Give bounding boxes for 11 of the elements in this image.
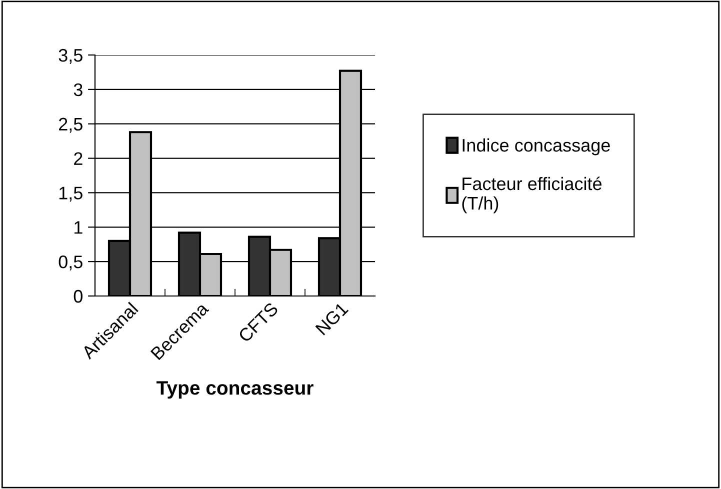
- y-tick-label: 0,5: [58, 256, 82, 270]
- y-tick-label: 2,5: [59, 118, 82, 133]
- y-tick-label: 2: [74, 152, 82, 165]
- y-tick-label: 3: [74, 83, 82, 96]
- y-tick-label: 0: [74, 290, 82, 303]
- x-axis-title: Type concasseur: [156, 381, 314, 399]
- legend-label: Facteur efficiacité (T/h): [462, 176, 602, 214]
- y-tick-label: 1,5: [59, 186, 82, 202]
- legend-label: Indice concassage: [462, 138, 610, 156]
- y-tick-label: 1: [74, 221, 82, 234]
- y-tick-label: 3,5: [58, 48, 82, 64]
